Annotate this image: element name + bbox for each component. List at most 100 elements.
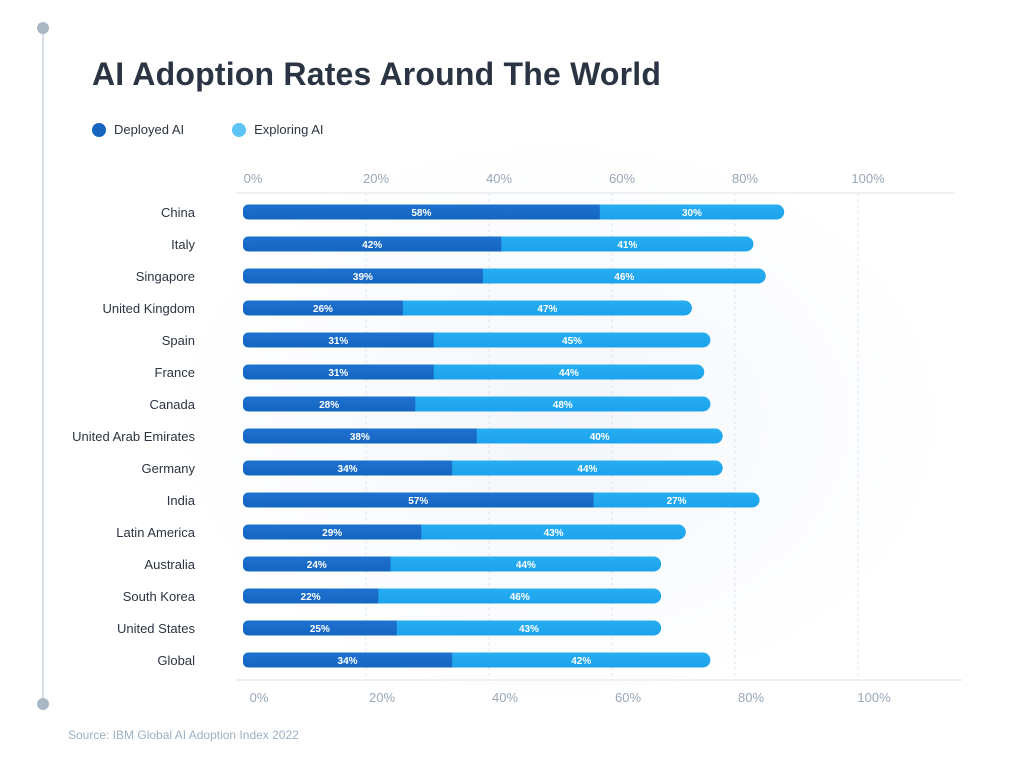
category-label: Latin America [116,525,196,540]
category-label: United States [117,621,196,636]
value-label-deployed: 29% [322,528,342,539]
bar-deployed [243,652,453,668]
bar-deployed [243,460,453,476]
x-tick-label-top: 60% [609,171,635,186]
legend-label-exploring: Exploring AI [254,122,324,137]
bar-deployed [243,396,416,412]
decorative-dot-top [37,22,49,34]
value-label-deployed: 34% [338,464,358,475]
x-tick-label-top: 40% [486,171,512,186]
legend-item-exploring: Exploring AI [232,122,323,137]
bar-deployed [243,428,477,444]
legend: Deployed AI Exploring AI [92,122,323,137]
bar-deployed-square-end [446,652,453,668]
value-label-deployed: 31% [328,336,348,347]
value-label-deployed: 24% [307,560,327,571]
value-label-deployed: 34% [338,656,358,667]
value-label-exploring: 45% [562,336,582,347]
bar-deployed-square-end [384,556,391,572]
value-label-exploring: 46% [510,592,530,603]
x-tick-label-bottom: 80% [738,690,764,705]
bar-deployed-square-end [415,524,422,540]
bar-deployed-square-end [390,620,397,636]
decorative-dot-bottom [37,698,49,710]
category-label: Italy [171,237,195,252]
bar-deployed [243,332,434,348]
value-label-deployed: 58% [411,208,431,219]
bar-deployed-square-end [409,396,416,412]
value-label-exploring: 30% [682,208,702,219]
category-label: India [167,493,196,508]
x-tick-label-top: 20% [363,171,389,186]
category-label: China [161,205,196,220]
x-tick-label-top: 100% [851,171,885,186]
x-tick-label-bottom: 100% [857,690,891,705]
bar-deployed-square-end [470,428,477,444]
value-label-deployed: 57% [408,496,428,507]
x-tick-label-bottom: 40% [492,690,518,705]
value-label-exploring: 47% [537,304,557,315]
value-label-exploring: 43% [519,624,539,635]
legend-swatch-exploring [232,122,247,137]
legend-label-deployed: Deployed AI [114,122,185,137]
category-label: Global [157,653,195,668]
bar-deployed-square-end [427,364,434,380]
category-label: Canada [149,397,195,412]
value-label-deployed: 26% [313,304,333,315]
category-label: Germany [142,461,196,476]
value-label-deployed: 28% [319,400,339,411]
x-tick-label-bottom: 60% [615,690,641,705]
legend-swatch-deployed [92,122,106,137]
bar-deployed-square-end [372,588,379,604]
bar-deployed-square-end [476,268,483,284]
bar-deployed [243,204,600,220]
source-note: Source: IBM Global AI Adoption Index 202… [68,728,299,742]
decorative-timeline-line [42,28,44,704]
value-label-deployed: 22% [301,592,321,603]
bar-deployed [243,364,434,380]
category-label: Spain [162,333,195,348]
value-label-deployed: 39% [353,272,373,283]
value-label-exploring: 43% [544,528,564,539]
value-label-exploring: 48% [553,400,573,411]
chart-title: AI Adoption Rates Around The World [92,56,662,92]
bar-deployed [243,300,403,316]
bar-deployed-square-end [396,300,403,316]
value-label-exploring: 44% [516,560,536,571]
bar-deployed [243,492,594,508]
x-tick-label-bottom: 0% [250,690,269,705]
bar-deployed-square-end [587,492,594,508]
category-label: United Kingdom [103,301,196,316]
category-label: United Arab Emirates [72,429,195,444]
bar-deployed [243,524,422,540]
value-label-deployed: 31% [328,368,348,379]
value-label-deployed: 42% [362,240,382,251]
value-label-exploring: 46% [614,272,634,283]
bar-deployed [243,588,379,604]
bar-deployed [243,556,391,572]
bar-deployed-square-end [427,332,434,348]
category-label: South Korea [123,589,196,604]
bar-deployed [243,236,502,252]
bar-deployed [243,620,397,636]
value-label-deployed: 38% [350,432,370,443]
value-label-exploring: 42% [571,656,591,667]
bar-deployed-square-end [495,236,502,252]
legend-item-deployed: Deployed AI [92,122,184,137]
value-label-exploring: 44% [559,368,579,379]
category-label: Singapore [136,269,195,284]
x-tick-label-bottom: 20% [369,690,395,705]
value-label-exploring: 40% [590,432,610,443]
value-label-exploring: 27% [667,496,687,507]
category-label: Australia [144,557,195,572]
value-label-exploring: 41% [617,240,637,251]
value-label-exploring: 44% [577,464,597,475]
value-label-deployed: 25% [310,624,330,635]
category-label: France [155,365,195,380]
x-tick-label-top: 0% [244,171,263,186]
bar-deployed [243,268,483,284]
bar-deployed-square-end [593,204,600,220]
x-tick-label-top: 80% [732,171,758,186]
bar-deployed-square-end [446,460,453,476]
